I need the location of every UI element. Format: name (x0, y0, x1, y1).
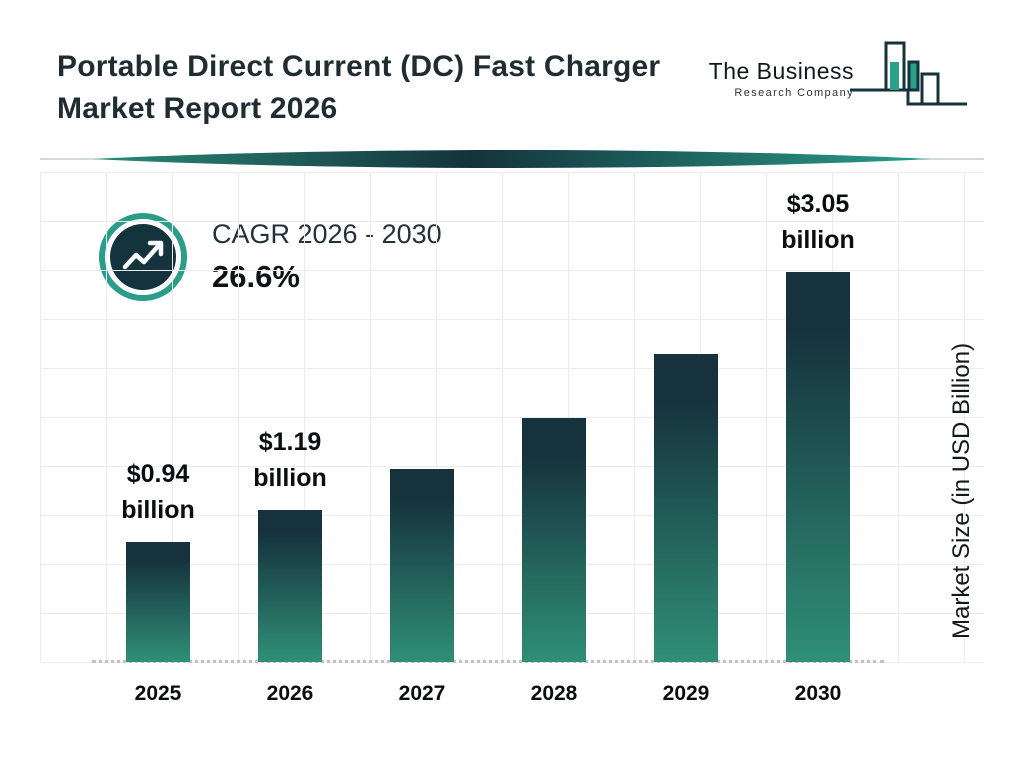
bar-chart-logo-icon (850, 41, 967, 106)
bar-2030 (786, 272, 850, 662)
x-axis-baseline (92, 660, 884, 663)
bar-2026 (258, 510, 322, 662)
bar-value-label-2025: $0.94 billion (121, 460, 195, 524)
bar-group-2028: 2028 (488, 173, 620, 705)
logo-subtitle: Research Company (734, 87, 854, 99)
x-axis-tick-2030: 2030 (794, 682, 842, 705)
bar-value-label-2030: $3.05 billion (781, 190, 855, 254)
bar-group-2027: 2027 (356, 173, 488, 705)
bar-group-2030: $3.05 billion 2030 (752, 173, 884, 705)
bar-value-label-2026: $1.19 billion (253, 428, 327, 492)
bar-2027 (390, 469, 454, 662)
bar-2029 (654, 354, 718, 662)
y-axis-title: Market Size (in USD Billion) (948, 342, 975, 639)
bar-2028 (522, 418, 586, 662)
x-axis-tick-2027: 2027 (398, 682, 446, 705)
x-axis-tick-2025: 2025 (134, 682, 182, 705)
bar-2025 (126, 542, 190, 662)
x-axis-tick-2029: 2029 (662, 682, 710, 705)
page-title-line2: Market Report 2026 (57, 92, 338, 125)
bar-chart: $0.94 billion 2025 $1.19 billion 2026 2027 2028… (92, 173, 884, 705)
logo-name: The Business (708, 58, 854, 84)
bar-group-2025: $0.94 billion 2025 (92, 173, 224, 705)
page-title: Portable Direct Current (DC) Fast Charge… (57, 46, 660, 130)
bar-group-2029: 2029 (620, 173, 752, 705)
x-axis-tick-2028: 2028 (530, 682, 578, 705)
page-title-line1: Portable Direct Current (DC) Fast Charge… (57, 50, 661, 83)
bar-group-2026: $1.19 billion 2026 (224, 173, 356, 705)
company-logo-text: The Business Research Company (709, 58, 854, 99)
company-logo: The Business Research Company (709, 38, 968, 114)
x-axis-tick-2026: 2026 (266, 682, 314, 705)
divider-lens (40, 150, 984, 168)
